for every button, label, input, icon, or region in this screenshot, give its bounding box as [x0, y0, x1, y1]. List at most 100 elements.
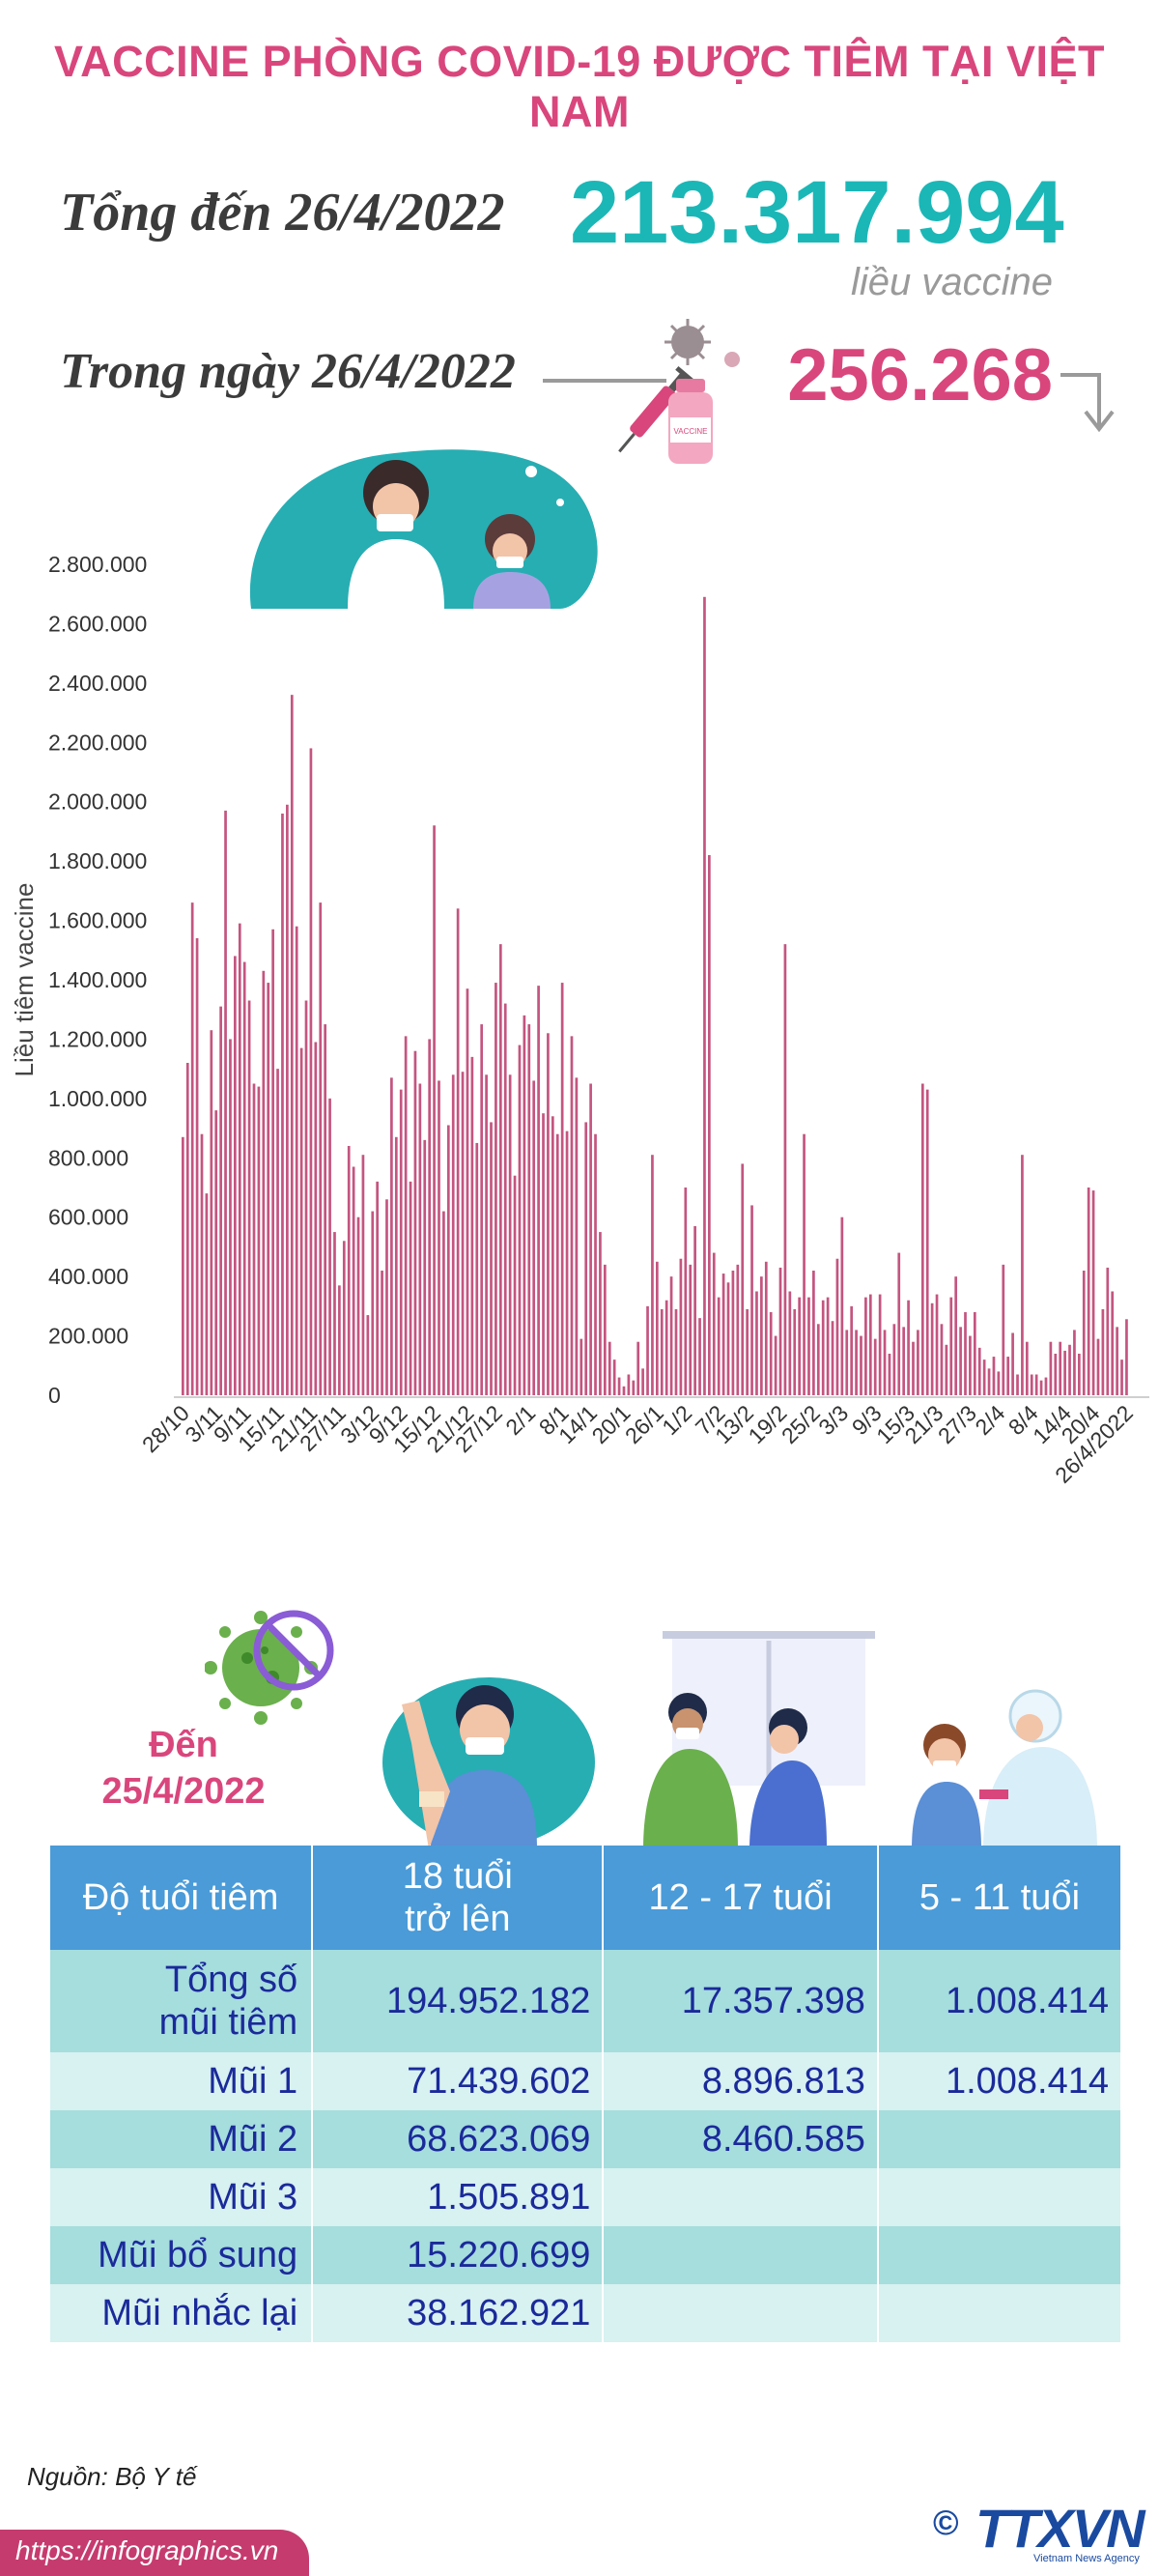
- bar: [969, 1335, 972, 1395]
- bar: [356, 1216, 360, 1395]
- bar: [352, 1166, 355, 1395]
- bar: [542, 1113, 545, 1395]
- cell-5-11: [877, 2284, 1120, 2342]
- cell-18-plus: 1.505.891: [312, 2168, 605, 2226]
- bar: [693, 1225, 696, 1395]
- row-label: Mũi 2: [50, 2110, 314, 2168]
- bar: [845, 1330, 849, 1395]
- bar: [195, 938, 199, 1395]
- bar: [428, 1039, 432, 1395]
- bar: [594, 1133, 597, 1395]
- bar: [551, 1116, 554, 1395]
- bar: [674, 1308, 678, 1395]
- bar: [584, 1122, 588, 1395]
- virus-icon: [664, 319, 740, 367]
- y-tick-label: 2.000.000: [48, 789, 147, 815]
- y-tick-label: 2.600.000: [48, 611, 147, 636]
- bar: [451, 1074, 455, 1395]
- bar: [741, 1163, 745, 1395]
- bar: [1101, 1308, 1105, 1395]
- bar: [262, 970, 266, 1395]
- as-of-date: Đến 25/4/2022: [77, 1722, 290, 1815]
- bar: [807, 1297, 810, 1395]
- bar: [612, 1360, 616, 1395]
- x-tick-label: 1/2: [657, 1400, 696, 1440]
- y-tick-label: 1.200.000: [48, 1026, 147, 1051]
- table-row-additional: Mũi bổ sung 15.220.699: [50, 2226, 1120, 2284]
- bar: [760, 1276, 763, 1395]
- cell-18-plus: 194.952.182: [312, 1950, 605, 2052]
- bar: [992, 1357, 996, 1395]
- bar: [276, 1069, 279, 1395]
- bar: [1021, 1155, 1024, 1395]
- bar: [442, 1211, 445, 1395]
- bar: [475, 1142, 479, 1395]
- bar: [575, 1077, 579, 1395]
- bar: [182, 1136, 184, 1395]
- cell-12-17: 17.357.398: [603, 1950, 879, 2052]
- bar: [917, 1330, 919, 1395]
- y-tick-label: 1.800.000: [48, 848, 147, 873]
- bar: [385, 1199, 388, 1395]
- bar: [376, 1181, 380, 1395]
- bar: [977, 1347, 981, 1395]
- cell-5-11: [877, 2226, 1120, 2284]
- bar: [888, 1354, 891, 1395]
- bar: [1125, 1319, 1128, 1395]
- bar: [347, 1146, 351, 1395]
- bar: [1054, 1354, 1058, 1395]
- bar: [390, 1077, 393, 1395]
- cell-12-17: [603, 2226, 879, 2284]
- bar: [470, 1056, 474, 1395]
- arrow-down-icon: [1060, 373, 1115, 433]
- bar: [1087, 1188, 1090, 1395]
- bar: [1063, 1350, 1066, 1395]
- age-group-table: Độ tuổi tiêm 18 tuổi trở lên 12 - 17 tuổ…: [50, 1846, 1120, 2342]
- bar: [656, 1261, 659, 1395]
- bar: [456, 908, 460, 1395]
- bar: [892, 1324, 896, 1395]
- bar: [366, 1315, 370, 1395]
- bar: [930, 1302, 934, 1395]
- x-axis-ticks: 28/103/119/1115/1121/1127/113/129/1215/1…: [137, 1400, 1138, 1488]
- y-axis-ticks: 0 200.000 400.000 600.000 800.000 1.000.000 1.…: [48, 552, 147, 1408]
- bar: [361, 1155, 365, 1395]
- bar: [271, 929, 274, 1395]
- bar: [295, 926, 298, 1395]
- bar: [826, 1297, 830, 1395]
- row-label-line1: Tổng số: [164, 1960, 298, 2000]
- bar: [257, 1086, 261, 1395]
- bar: [717, 1297, 721, 1395]
- bar: [513, 1175, 517, 1395]
- bar: [290, 695, 294, 1395]
- bar: [907, 1300, 910, 1395]
- bar: [897, 1252, 901, 1395]
- bar: [1002, 1264, 1005, 1395]
- bar: [803, 1133, 806, 1395]
- footer-url[interactable]: https://infographics.vn: [15, 2535, 279, 2565]
- bar: [1049, 1341, 1053, 1395]
- bar: [423, 1139, 427, 1395]
- bar: [736, 1264, 740, 1395]
- x-tick-label: 3/3: [813, 1400, 853, 1440]
- syringe-icon: [618, 365, 693, 453]
- cell-5-11: 1.008.414: [877, 2052, 1120, 2110]
- table-row-dose3: Mũi 3 1.505.891: [50, 2168, 1120, 2226]
- bar: [1044, 1377, 1048, 1395]
- bar: [636, 1341, 640, 1395]
- daily-doses-bar-chart: 0 200.000 400.000 600.000 800.000 1.000.000 1.…: [10, 552, 1149, 1488]
- bar: [783, 944, 787, 1395]
- bar: [987, 1368, 991, 1395]
- header-5-11: 5 - 11 tuổi: [877, 1846, 1120, 1950]
- bar: [864, 1297, 867, 1395]
- bar: [286, 804, 289, 1395]
- bar: [920, 1083, 924, 1395]
- bar: [660, 1308, 664, 1395]
- bar: [997, 1371, 1001, 1395]
- bar: [299, 1047, 303, 1395]
- table-row-dose1: Mũi 1 71.439.602 8.896.813 1.008.414: [50, 2052, 1120, 2110]
- y-tick-label: 1.400.000: [48, 967, 147, 992]
- bar: [746, 1308, 749, 1395]
- bar: [200, 1133, 204, 1395]
- bar: [840, 1216, 844, 1395]
